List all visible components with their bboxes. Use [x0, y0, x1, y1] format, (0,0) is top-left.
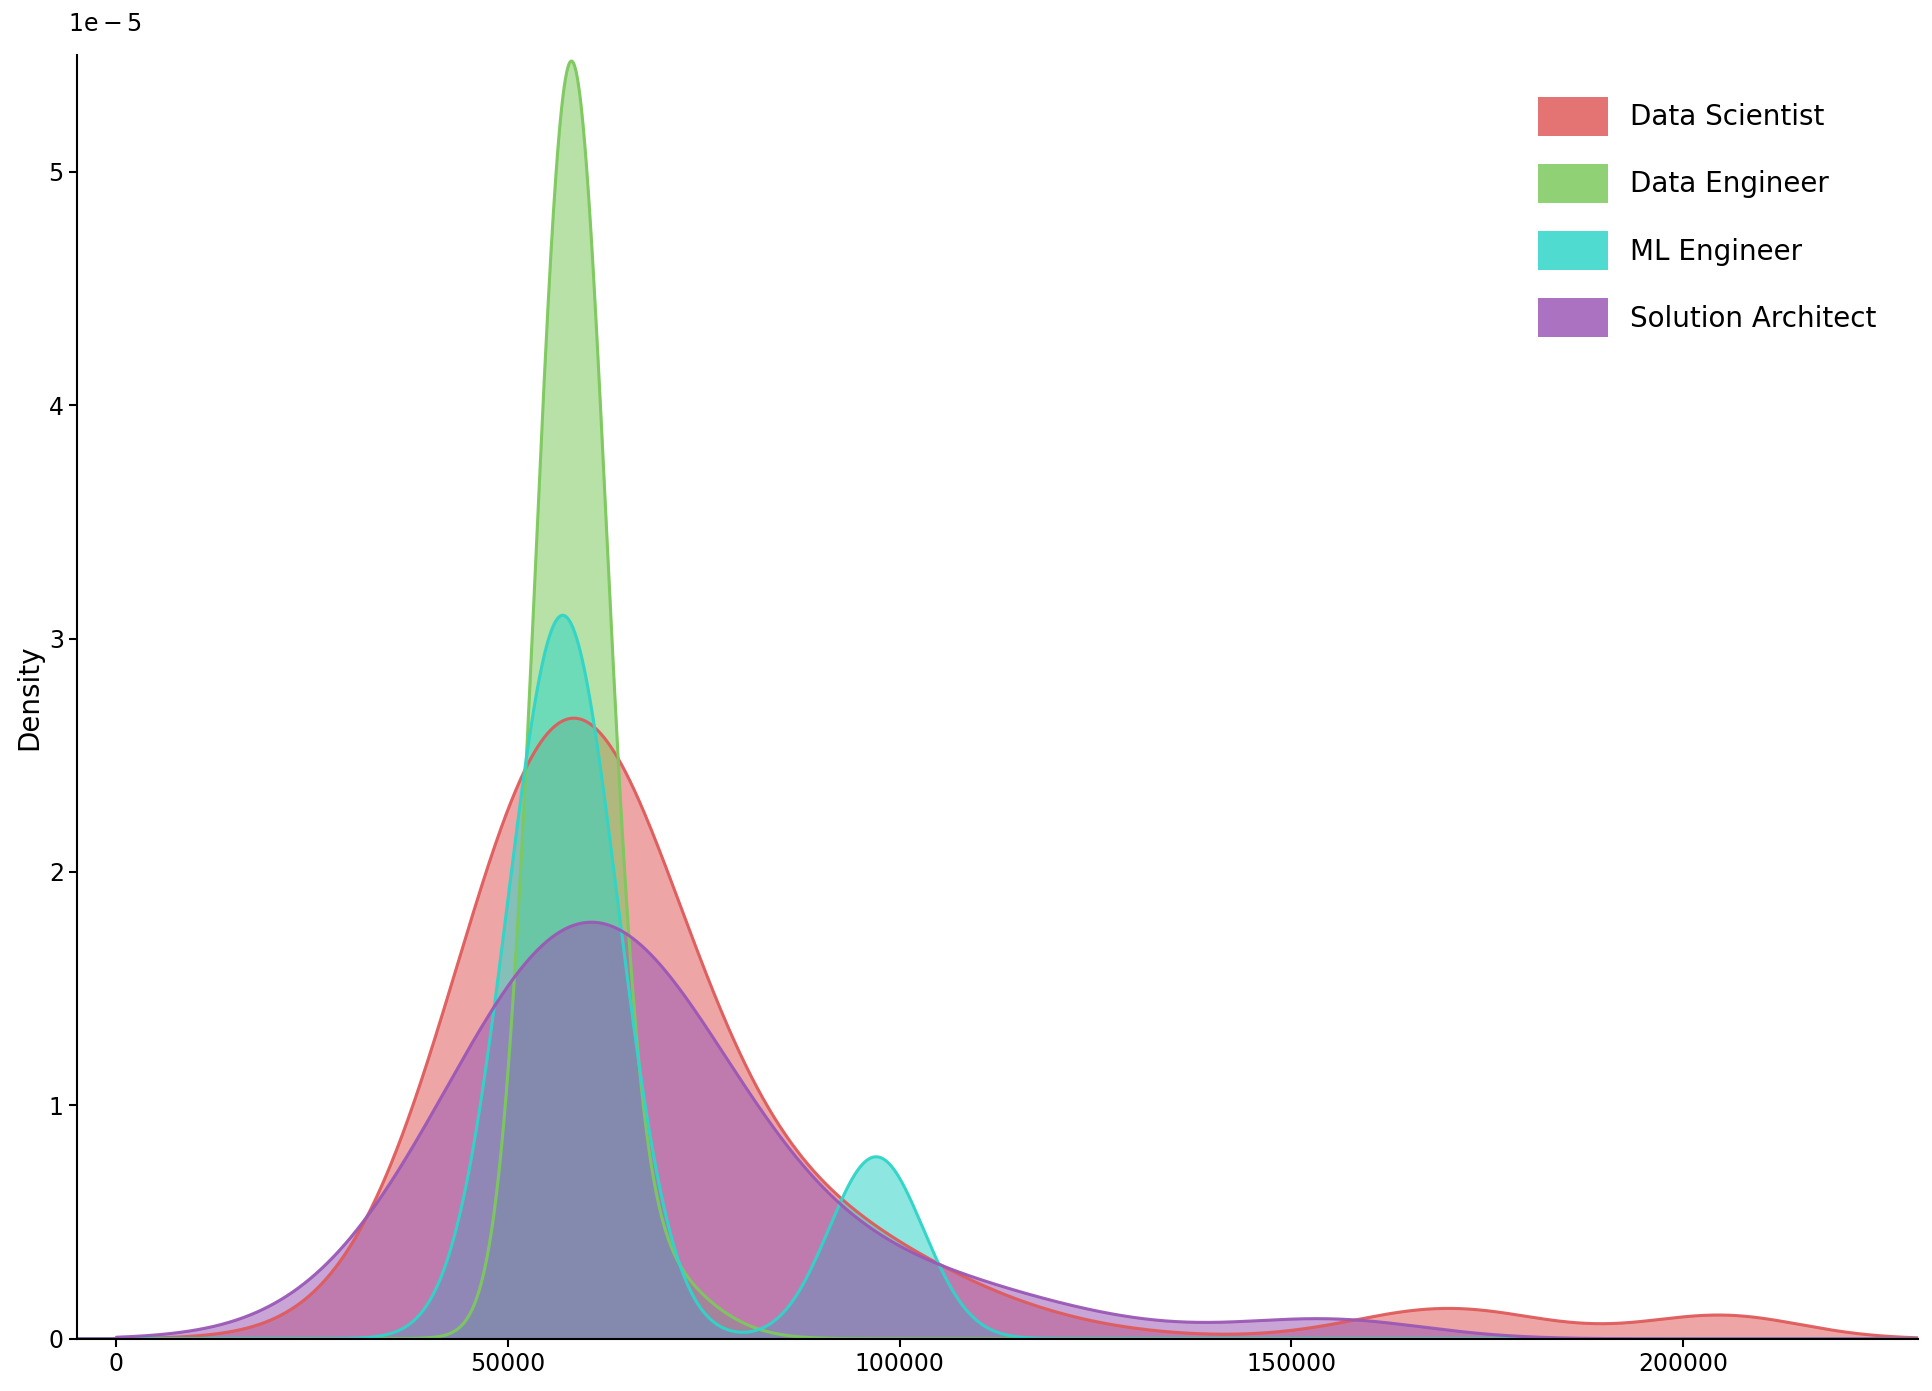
Legend: Data Scientist, Data Engineer, ML Engineer, Solution Architect: Data Scientist, Data Engineer, ML Engine…	[1509, 70, 1903, 364]
Y-axis label: Density: Density	[15, 644, 43, 750]
Text: $\mathregular{1e-5}$: $\mathregular{1e-5}$	[68, 11, 141, 36]
